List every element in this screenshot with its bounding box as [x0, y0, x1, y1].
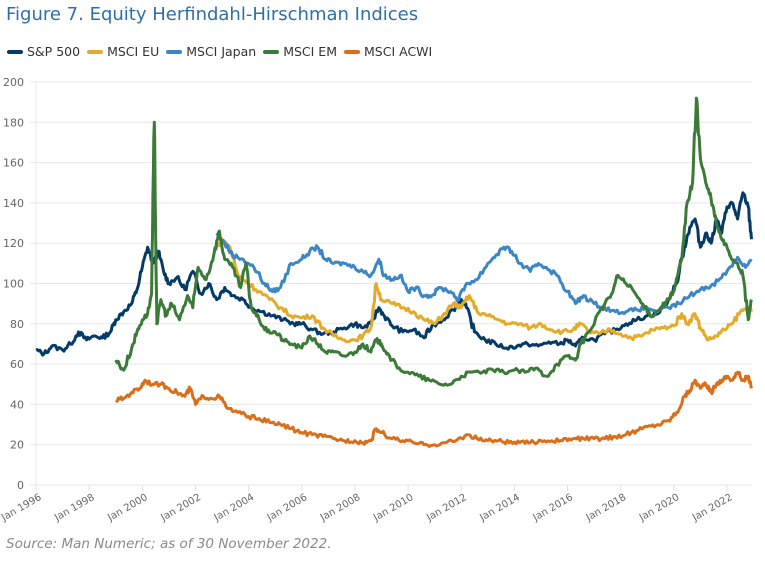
y-tick-label: 120 — [3, 237, 24, 250]
x-tick-label: Jan 1996 — [0, 492, 43, 524]
y-axis-ticks: 0 20 40 60 80 100 120 140 160 180 200 — [3, 76, 24, 492]
legend-swatch-icon — [344, 49, 360, 54]
source-note: Source: Man Numeric; as of 30 November 2… — [6, 536, 332, 552]
y-tick-label: 80 — [10, 318, 24, 331]
series-line-msci-em — [114, 96, 753, 387]
legend-label: S&P 500 — [27, 44, 81, 59]
y-tick-label: 180 — [3, 116, 24, 129]
legend-swatch-icon — [87, 49, 104, 54]
legend-label: MSCI ACWI — [364, 44, 433, 59]
x-tick-label: Jan 2008 — [318, 492, 363, 524]
y-tick-label: 160 — [3, 157, 24, 170]
y-tick-label: 20 — [10, 439, 24, 452]
x-tick-label: Jan 2018 — [584, 492, 629, 524]
x-tick-label: Jan 2002 — [158, 492, 203, 524]
x-tick-label: Jan 1998 — [52, 492, 97, 524]
x-tick-label: Jan 2000 — [105, 492, 150, 524]
chart-title: Figure 7. Equity Herfindahl-Hirschman In… — [6, 4, 419, 25]
x-tick-label: Jan 2020 — [637, 492, 682, 524]
x-tick-label: Jan 2022 — [690, 492, 735, 524]
series-line-msci-acwi — [114, 370, 753, 448]
y-tick-label: 40 — [10, 398, 24, 411]
legend-swatch-icon — [7, 49, 23, 54]
legend-label: MSCI Japan — [186, 44, 257, 59]
series-line-s-p-500 — [35, 191, 753, 357]
series-line-msci-eu — [215, 236, 753, 344]
y-tick-label: 200 — [3, 76, 24, 89]
legend-item[interactable]: MSCI Japan — [166, 44, 256, 59]
x-tick-label: Jan 2006 — [265, 492, 310, 524]
x-tick-label: Jan 2004 — [212, 492, 257, 524]
x-axis-ticks: Jan 1996 Jan 1998 Jan 2000 Jan 2002 Jan 2004… — [0, 485, 735, 524]
y-tick-label: 0 — [17, 479, 24, 492]
x-tick-label: Jan 2010 — [371, 492, 416, 524]
legend-item[interactable]: MSCI EU — [87, 44, 159, 59]
y-tick-label: 60 — [10, 358, 24, 371]
x-tick-label: Jan 2014 — [477, 492, 522, 524]
series-lines — [35, 96, 753, 448]
x-tick-label: Jan 2012 — [424, 492, 469, 524]
y-tick-label: 100 — [3, 278, 24, 291]
legend-item[interactable]: MSCI EM — [263, 44, 337, 59]
legend: S&P 500 MSCI EU MSCI Japan MSCI EM MSCI ACWI — [7, 44, 439, 59]
legend-label: MSCI EU — [107, 44, 160, 59]
x-tick-label: Jan 2016 — [531, 492, 576, 524]
legend-label: MSCI EM — [283, 44, 337, 59]
legend-swatch-icon — [166, 49, 183, 54]
legend-item[interactable]: MSCI ACWI — [344, 44, 432, 59]
series-line-msci-japan — [215, 232, 753, 316]
legend-item[interactable]: S&P 500 — [7, 44, 80, 59]
y-tick-label: 140 — [3, 197, 24, 210]
legend-swatch-icon — [263, 49, 280, 54]
